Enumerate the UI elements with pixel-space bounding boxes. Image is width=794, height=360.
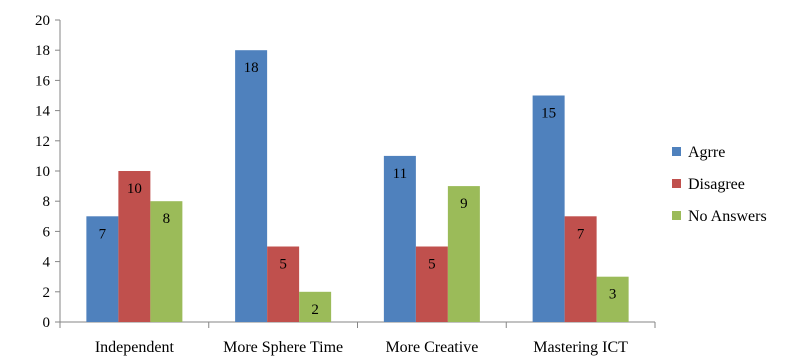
data-label: 9 — [460, 196, 468, 212]
legend-label: No Answers — [688, 208, 767, 225]
data-label: 18 — [244, 60, 259, 76]
data-label: 5 — [279, 257, 287, 273]
legend-label: Agrre — [688, 144, 725, 161]
bar-agrre — [235, 50, 267, 322]
data-label: 8 — [163, 211, 171, 227]
legend-swatch — [672, 147, 681, 156]
data-label: 10 — [127, 181, 142, 197]
y-tick-label: 12 — [35, 134, 50, 150]
y-tick-label: 8 — [43, 194, 51, 210]
y-tick-label: 16 — [35, 73, 51, 89]
y-axis: 0 2 4 6 8 10 12 14 16 18 20 — [35, 13, 60, 331]
data-label: 7 — [577, 226, 585, 242]
y-tick-label: 14 — [35, 104, 51, 120]
bars: 7 10 8 18 5 2 11 5 9 15 7 3 — [86, 50, 628, 322]
y-tick-label: 6 — [43, 224, 51, 240]
y-tick-label: 10 — [35, 164, 50, 180]
y-tick-label: 4 — [43, 255, 51, 271]
y-tick-label: 2 — [43, 285, 51, 301]
legend-swatch — [672, 211, 681, 220]
x-axis: Independent More Sphere Time More Creative… — [60, 322, 655, 356]
y-tick-label: 18 — [35, 43, 50, 59]
y-tick-label: 0 — [43, 315, 51, 331]
data-label: 15 — [541, 106, 556, 122]
bar-agrre — [533, 96, 565, 323]
legend-swatch — [672, 179, 681, 188]
x-category-label: Mastering ICT — [533, 339, 628, 356]
x-category-label: Independent — [95, 339, 175, 356]
y-tick-label: 20 — [35, 13, 50, 29]
data-label: 11 — [393, 166, 407, 182]
data-label: 7 — [99, 226, 107, 242]
data-label: 2 — [311, 302, 319, 318]
data-label: 3 — [609, 287, 617, 303]
x-category-label: More Sphere Time — [223, 339, 343, 356]
legend-label: Disagree — [688, 176, 745, 193]
x-category-label: More Creative — [385, 339, 478, 356]
legend: Agrre Disagree No Answers — [672, 144, 767, 225]
data-label: 5 — [428, 257, 436, 273]
